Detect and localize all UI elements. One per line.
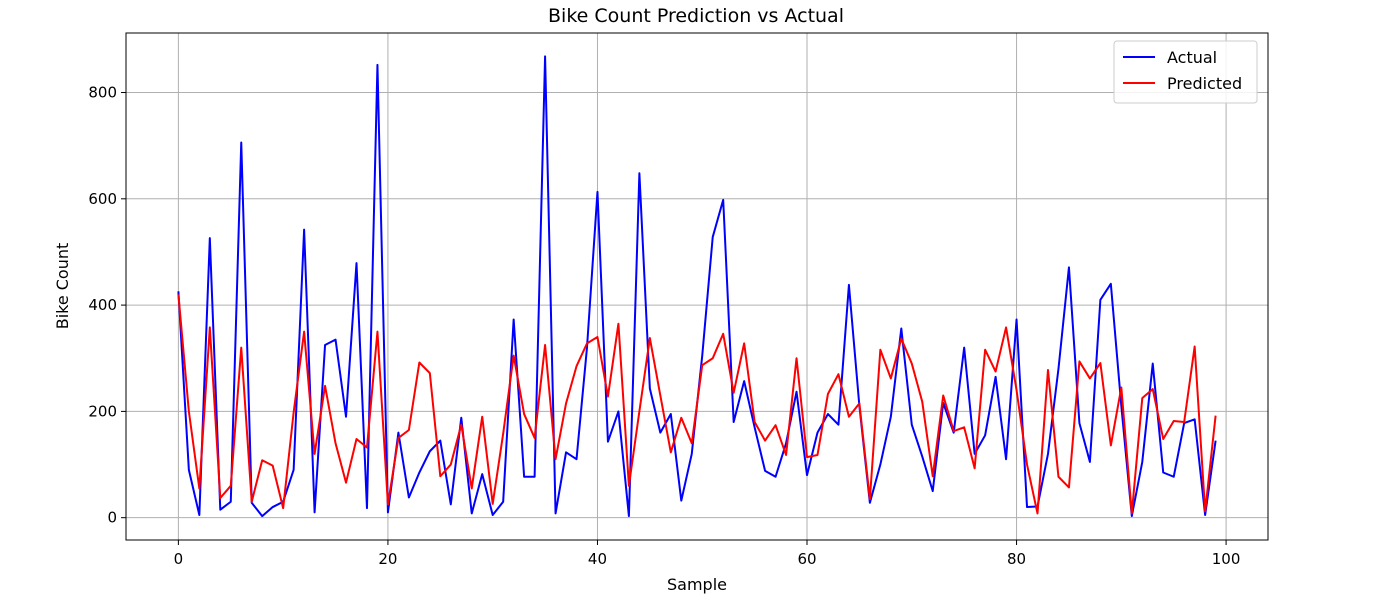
x-tick-label: 100 — [1212, 550, 1241, 568]
plot-area-frame — [125, 32, 1269, 541]
legend: Actual Predicted — [1113, 40, 1258, 104]
x-tick-label: 40 — [588, 550, 607, 568]
y-tick-label: 200 — [88, 402, 117, 420]
y-tick-label: 800 — [88, 84, 117, 102]
y-axis-ticks: 0 200 400 600 800 — [88, 84, 126, 527]
grid — [126, 33, 1268, 540]
y-tick-label: 0 — [107, 509, 117, 527]
y-tick-label: 600 — [88, 190, 117, 208]
legend-label-actual: Actual — [1167, 48, 1217, 67]
x-tick-label: 80 — [1007, 550, 1026, 568]
x-axis-ticks: 0 20 40 60 80 100 — [174, 540, 1241, 568]
legend-label-predicted: Predicted — [1167, 74, 1242, 93]
y-axis-label: Bike Count — [53, 243, 72, 330]
y-tick-label: 400 — [88, 296, 117, 314]
x-tick-label: 0 — [174, 550, 184, 568]
series-lines — [177, 55, 1217, 518]
series-line-actual — [177, 55, 1217, 518]
series-line-predicted — [177, 294, 1217, 515]
chart-title: Bike Count Prediction vs Actual — [548, 5, 844, 27]
x-tick-label: 60 — [797, 550, 816, 568]
x-axis-label: Sample — [667, 575, 727, 594]
x-tick-label: 20 — [378, 550, 397, 568]
